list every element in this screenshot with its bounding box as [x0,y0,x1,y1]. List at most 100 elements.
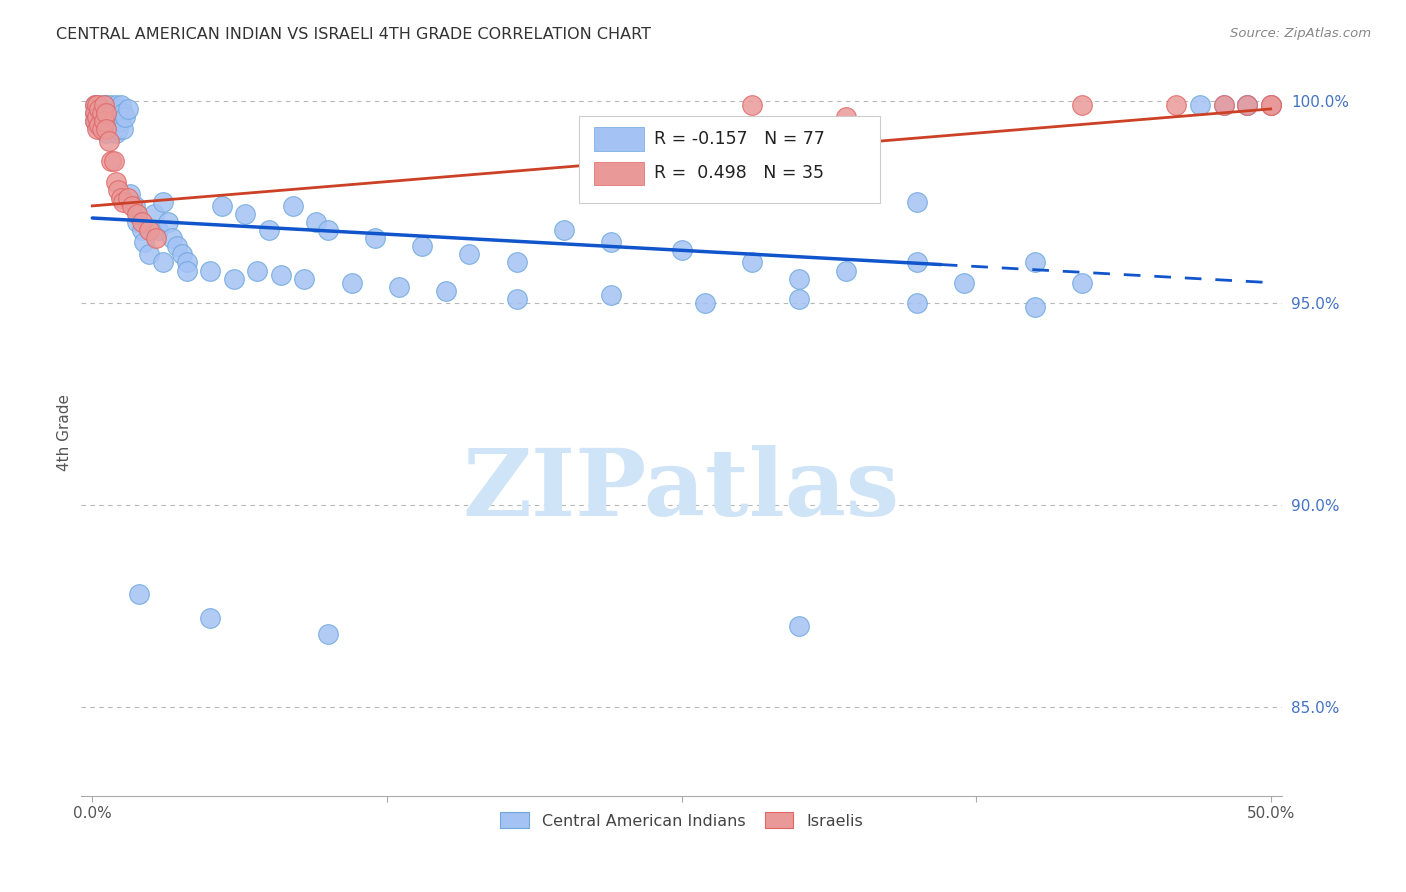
Point [148,223,170,237]
Point [905,296,928,310]
Point [128,587,150,601]
Point [316,627,339,641]
Point [235,207,257,221]
Point [1236,98,1258,112]
Point [89,118,111,132]
Point [104,98,127,112]
Point [117,191,139,205]
Point [131,215,153,229]
Point [90,118,112,132]
FancyBboxPatch shape [593,161,644,185]
Point [86,110,108,124]
Point [1188,98,1211,112]
Point [124,199,146,213]
Point [117,102,139,116]
Point [142,207,165,221]
Point [741,98,763,112]
Point [270,268,292,282]
Point [211,199,233,213]
Point [86,98,108,112]
Point [1260,98,1282,112]
Point [305,215,328,229]
Text: Source: ZipAtlas.com: Source: ZipAtlas.com [1230,27,1371,40]
Point [83,114,105,128]
Point [110,191,132,205]
Point [138,247,160,261]
Point [1212,98,1234,112]
Point [741,255,763,269]
Point [434,284,457,298]
Point [96,110,118,124]
Point [100,154,122,169]
Point [246,263,269,277]
Point [1071,276,1094,290]
Text: R = -0.157   N = 77: R = -0.157 N = 77 [654,130,825,148]
Point [257,223,280,237]
Point [789,271,811,285]
Point [198,611,221,625]
Point [152,194,174,209]
Point [96,98,118,112]
Point [93,106,115,120]
Point [953,276,976,290]
Point [83,106,105,120]
Point [1166,98,1188,112]
Point [553,223,575,237]
Point [107,102,129,116]
Point [93,122,115,136]
Point [131,223,153,237]
Point [97,118,120,132]
Point [156,215,179,229]
Point [107,122,129,136]
Point [89,106,111,120]
Point [103,154,125,169]
Point [83,106,105,120]
Point [162,231,184,245]
Point [388,279,411,293]
Point [1024,255,1046,269]
Point [176,263,198,277]
Point [90,122,112,136]
Point [121,199,143,213]
Point [96,122,118,136]
Point [103,122,125,136]
Point [97,102,120,116]
Point [835,263,858,277]
Point [100,106,122,120]
Y-axis label: 4th Grade: 4th Grade [58,393,72,471]
Point [111,122,134,136]
Point [138,223,160,237]
Point [110,114,132,128]
Point [83,98,105,112]
Point [458,247,481,261]
Point [89,98,111,112]
Point [1260,98,1282,112]
Point [86,98,108,112]
Point [222,271,245,285]
Point [103,102,125,116]
Point [100,118,122,132]
Point [111,106,134,120]
Point [111,194,134,209]
Point [1260,98,1282,112]
Point [170,247,193,261]
Point [1236,98,1258,112]
Point [176,255,198,269]
Point [281,199,304,213]
Point [789,292,811,306]
Point [671,244,693,258]
FancyBboxPatch shape [593,128,644,151]
Point [100,98,122,112]
Point [104,110,127,124]
Point [693,296,716,310]
Point [86,118,108,132]
Point [166,239,188,253]
Point [83,98,105,112]
Point [89,118,111,132]
Point [1212,98,1234,112]
Text: CENTRAL AMERICAN INDIAN VS ISRAELI 4TH GRADE CORRELATION CHART: CENTRAL AMERICAN INDIAN VS ISRAELI 4TH G… [56,27,651,42]
Point [599,287,621,301]
Point [835,110,858,124]
Point [86,106,108,120]
Point [599,235,621,250]
